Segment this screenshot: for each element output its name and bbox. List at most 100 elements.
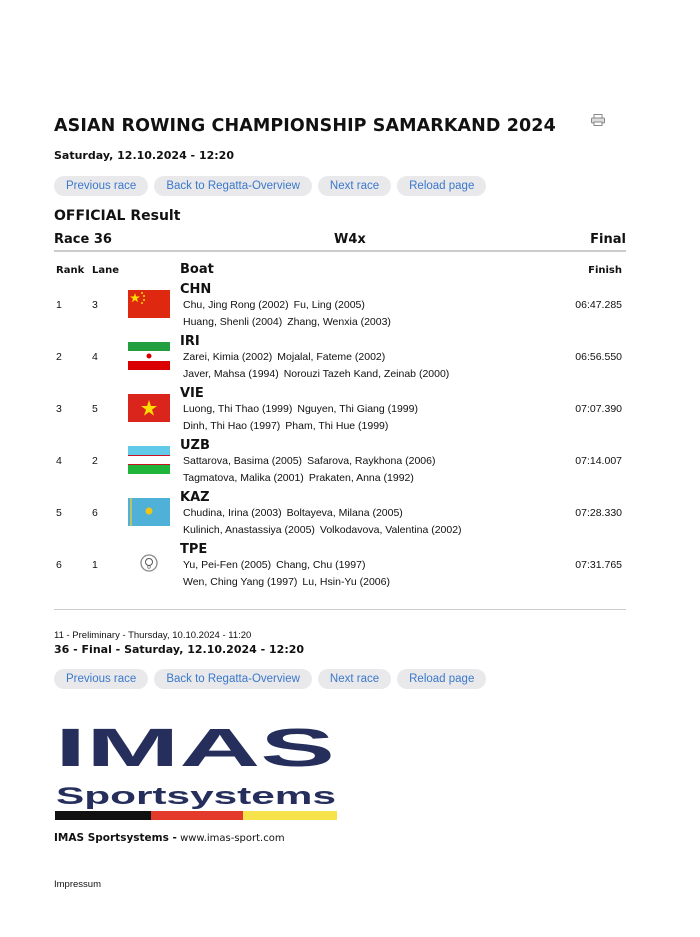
crew-line: Luong, Thi Thao (1999) Nguyen, Thi Giang …	[183, 403, 423, 415]
crew-member: Safarova, Raykhona (2006)	[307, 455, 436, 467]
race-number: Race 36	[54, 232, 112, 247]
back-to-overview-button[interactable]: Back to Regatta-Overview	[154, 176, 312, 196]
finish-time: 07:28.330	[575, 507, 622, 519]
crew-member: Dinh, Thi Hao (1997)	[183, 420, 281, 432]
previous-race-button[interactable]: Previous race	[54, 669, 149, 689]
chinese-taipei-olympic-flag-icon	[128, 550, 170, 578]
impressum-link[interactable]: Impressum	[54, 879, 101, 890]
crew-member: Wen, Ching Yang (1997)	[183, 576, 298, 588]
rank: 2	[56, 351, 62, 363]
iran-flag-icon	[128, 342, 170, 370]
crew-member: Chu, Jing Rong (2002)	[183, 299, 289, 311]
crew-line: Dinh, Thi Hao (1997) Pham, Thi Hue (1999)	[183, 420, 393, 432]
result-row: 6 1 TPE Yu, Pei-Fen (2005) Chang, Chu (19…	[54, 542, 626, 594]
printer-icon[interactable]	[591, 114, 605, 126]
logo-text-top: IMAS	[55, 720, 335, 778]
lane-header: Lane	[92, 265, 120, 276]
result-row: 5 6 KAZ Chudina, Irina (2003) Boltayeva, …	[54, 490, 626, 542]
country-code: KAZ	[180, 490, 210, 505]
logo-text-bottom: Sportsystems	[56, 783, 336, 810]
crew-member: Volkodavova, Valentina (2002)	[319, 524, 462, 536]
crew-member: Pham, Thi Hue (1999)	[285, 420, 389, 432]
rank: 5	[56, 507, 62, 519]
rank: 4	[56, 455, 62, 467]
result-status: OFFICIAL Result	[54, 208, 181, 224]
imas-logo: IMAS Sportsystems	[55, 720, 337, 820]
finish-header: Finish	[588, 265, 622, 276]
finish-time: 07:07.390	[575, 403, 622, 415]
crew-line: Chudina, Irina (2003) Boltayeva, Milana (…	[183, 507, 408, 519]
reload-page-button[interactable]: Reload page	[397, 176, 487, 196]
crew-member: Tagmatova, Malika (2001)	[183, 472, 304, 484]
crew-member: Norouzi Tazeh Kand, Zeinab (2000)	[283, 368, 450, 380]
crew-member: Kulinich, Anastassiya (2005)	[183, 524, 315, 536]
crew-member: Boltayeva, Milana (2005)	[286, 507, 403, 519]
column-headers: Rank Lane Boat Finish	[54, 262, 626, 278]
rank: 1	[56, 299, 62, 311]
country-code: UZB	[180, 438, 210, 453]
crew-member: Zarei, Kimia (2002)	[183, 351, 273, 363]
crew-member: Prakaten, Anna (1992)	[308, 472, 414, 484]
lane: 4	[92, 351, 98, 363]
race-phase: Final	[590, 232, 626, 247]
crew-member: Chudina, Irina (2003)	[183, 507, 282, 519]
crew-line: Sattarova, Basima (2005) Safarova, Raykho…	[183, 455, 440, 467]
result-row: 1 3 CHN Chu, Jing Rong (2002) Fu, Ling (2…	[54, 282, 626, 334]
rank-header: Rank	[56, 265, 85, 276]
crew-member: Lu, Hsin-Yu (2006)	[302, 576, 390, 588]
crew-member: Mojalal, Fateme (2002)	[277, 351, 386, 363]
footer-credit: IMAS Sportsystems - www.imas-sport.com	[54, 832, 285, 845]
crew-member: Zhang, Wenxia (2003)	[287, 316, 391, 328]
race-header: Race 36 W4x Final	[54, 232, 626, 252]
lane: 2	[92, 455, 98, 467]
boat-class: W4x	[334, 232, 366, 247]
page-title: ASIAN ROWING CHAMPIONSHIP SAMARKAND 2024	[54, 116, 556, 136]
crew-member: Fu, Ling (2005)	[293, 299, 365, 311]
crew-member: Chang, Chu (1997)	[276, 559, 366, 571]
crew-member: Huang, Shenli (2004)	[183, 316, 283, 328]
preliminary-race-link[interactable]: 11 - Preliminary - Thursday, 10.10.2024 …	[54, 630, 252, 641]
country-code: IRI	[180, 334, 200, 349]
finish-time: 07:31.765	[575, 559, 622, 571]
crew-line: Wen, Ching Yang (1997) Lu, Hsin-Yu (2006)	[183, 576, 395, 588]
kazakhstan-flag-icon	[128, 498, 170, 526]
crew-member: Sattarova, Basima (2005)	[183, 455, 303, 467]
rank: 6	[56, 559, 62, 571]
previous-race-button[interactable]: Previous race	[54, 176, 149, 196]
result-row: 3 5 VIE Luong, Thi Thao (1999) Nguyen, Th…	[54, 386, 626, 438]
company-url[interactable]: www.imas-sport.com	[180, 833, 285, 844]
vietnam-flag-icon	[128, 394, 170, 422]
finish-time: 07:14.007	[575, 455, 622, 467]
final-race-current: 36 - Final - Saturday, 12.10.2024 - 12:2…	[54, 643, 305, 656]
nav-buttons-bottom: Previous race Back to Regatta-Overview N…	[54, 669, 487, 689]
country-code: CHN	[180, 282, 212, 297]
china-flag-icon	[128, 290, 170, 318]
crew-line: Chu, Jing Rong (2002) Fu, Ling (2005)	[183, 299, 370, 311]
finish-time: 06:56.550	[575, 351, 622, 363]
result-row: 2 4 IRI Zarei, Kimia (2002) Mojalal, Fate…	[54, 334, 626, 386]
next-race-button[interactable]: Next race	[317, 669, 392, 689]
crew-line: Huang, Shenli (2004) Zhang, Wenxia (2003)	[183, 316, 396, 328]
lane: 5	[92, 403, 98, 415]
crew-line: Kulinich, Anastassiya (2005) Volkodavova,…	[183, 524, 467, 536]
crew-line: Tagmatova, Malika (2001) Prakaten, Anna (…	[183, 472, 419, 484]
crew-member: Yu, Pei-Fen (2005)	[183, 559, 272, 571]
next-race-button[interactable]: Next race	[317, 176, 392, 196]
divider	[54, 609, 626, 610]
crew-line: Yu, Pei-Fen (2005) Chang, Chu (1997)	[183, 559, 370, 571]
crew-line: Javer, Mahsa (1994) Norouzi Tazeh Kand, Z…	[183, 368, 454, 380]
country-code: TPE	[180, 542, 208, 557]
company-name: IMAS Sportsystems -	[54, 832, 177, 844]
lane: 3	[92, 299, 98, 311]
crew-line: Zarei, Kimia (2002) Mojalal, Fateme (2002…	[183, 351, 390, 363]
crew-member: Luong, Thi Thao (1999)	[183, 403, 293, 415]
finish-time: 06:47.285	[575, 299, 622, 311]
uzbekistan-flag-icon	[128, 446, 170, 474]
reload-page-button[interactable]: Reload page	[397, 669, 487, 689]
back-to-overview-button[interactable]: Back to Regatta-Overview	[154, 669, 312, 689]
result-row: 4 2 UZB Sattarova, Basima (2005) Safarova…	[54, 438, 626, 490]
lane: 1	[92, 559, 98, 571]
lane: 6	[92, 507, 98, 519]
rank: 3	[56, 403, 62, 415]
crew-member: Nguyen, Thi Giang (1999)	[297, 403, 418, 415]
